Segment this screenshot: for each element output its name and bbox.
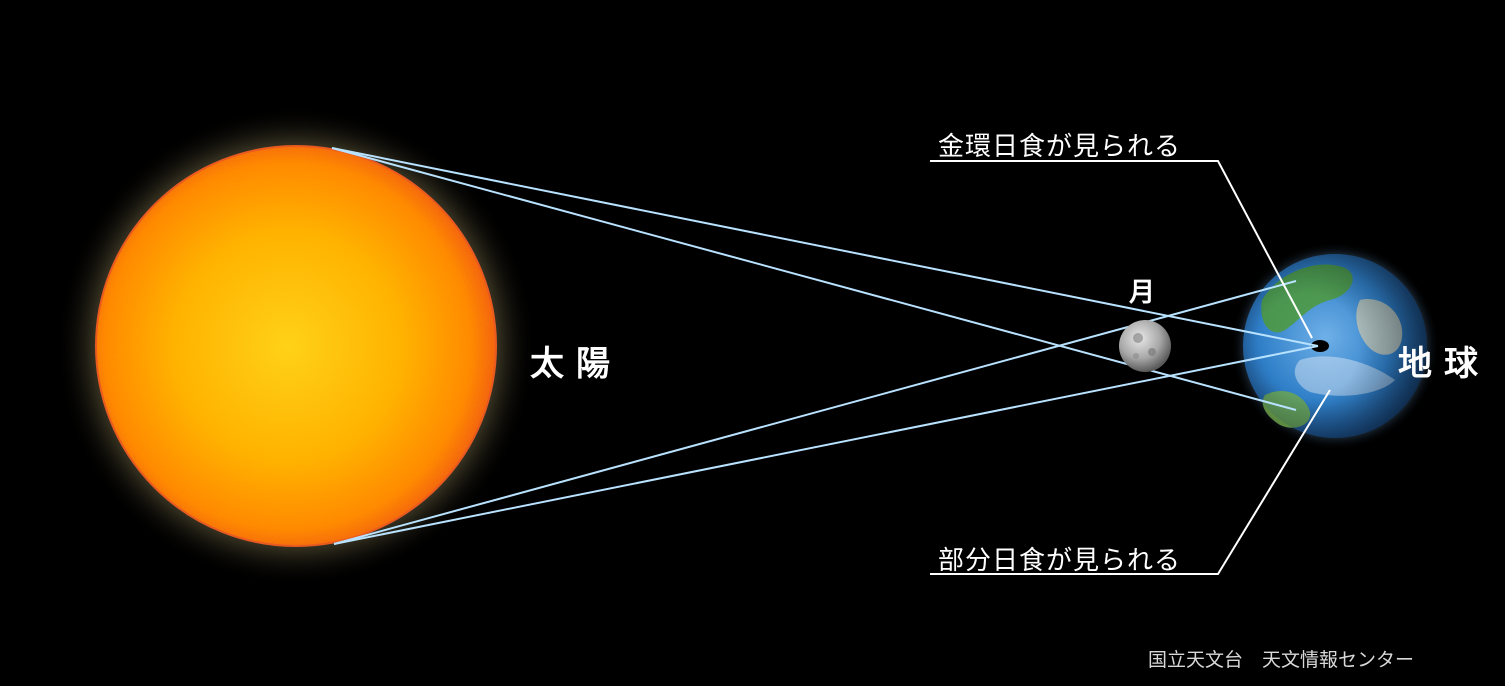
ray-lower-to-focus [333,345,1319,545]
moon-crater-3 [1133,353,1139,359]
moon [1119,320,1171,372]
sun-texture [97,147,495,545]
credit-text: 国立天文台 天文情報センター [1148,649,1415,671]
callout-lines [930,160,1331,575]
moon-crater-1 [1133,333,1143,343]
earth-shade [1243,254,1427,438]
earth-label: 地球 [1398,344,1490,384]
annular-callout-line [930,160,1313,339]
moon-label: 月 [1129,278,1156,308]
partial-callout-line [930,389,1331,575]
moon-body [1119,320,1171,372]
sun [56,106,536,586]
ray-upper-to-focus [331,147,1319,347]
partial-eclipse-label: 部分日食が見られる [938,546,1182,576]
moon-shadow-spot [1311,340,1329,352]
sun-label: 太陽 [530,344,622,384]
earth [1231,242,1439,450]
annular-eclipse-label: 金環日食が見られる [938,132,1182,162]
moon-crater-2 [1148,348,1156,356]
